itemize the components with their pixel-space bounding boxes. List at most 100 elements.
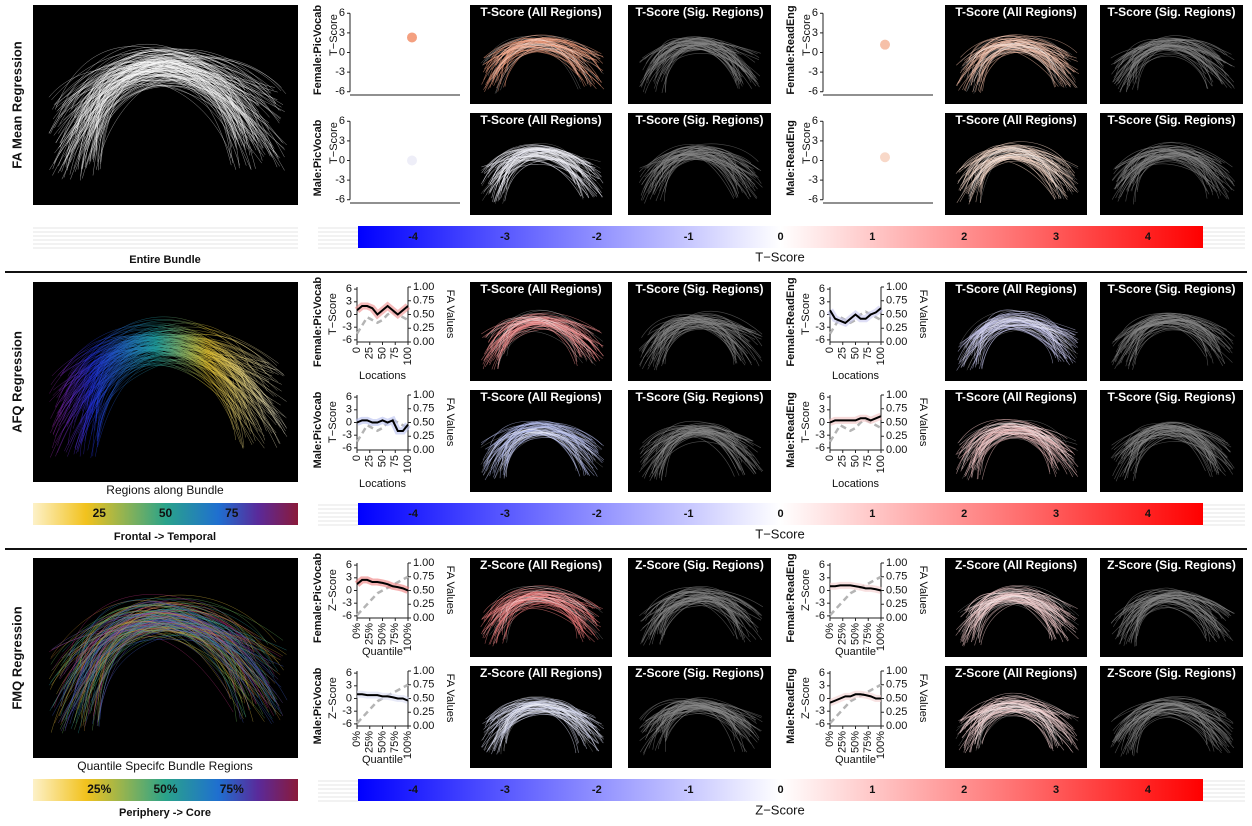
x-tick-label: 50% [376,731,388,753]
x-tick-label: 50% [376,623,388,645]
x-tick-label: 50% [849,623,861,645]
y-tick-label: -6 [342,334,352,346]
y2-axis-label: FA Values [444,290,456,339]
x-axis-label: Locations [359,370,407,382]
x-tick-label: 0% [824,731,836,747]
y2-tick-label: 0.50 [886,692,907,704]
x-axis-label: Locations [359,478,407,490]
y2-axis-label: FA Values [917,674,929,723]
colorbar-label: T−Score [755,249,805,264]
y-tick-label: 0 [346,584,352,596]
y2-tick-label: 0.75 [413,571,434,583]
y-tick-label: 6 [339,7,345,19]
panel-title: T-Score (Sig. Regions) [635,5,763,19]
plot-label: Male:ReadEng [785,120,797,196]
y-tick-label: -6 [815,334,825,346]
bundle-scale-label: 50% [153,782,177,796]
x-axis-label: Locations [832,478,880,490]
y2-tick-label: 0.25 [886,706,907,718]
y-axis-label: T−Score [800,293,812,335]
y2-tick-label: 0.00 [886,444,907,456]
x-tick-label: 50 [849,347,861,359]
x-tick-label: 100 [875,347,887,365]
x-tick-label: 25% [364,623,376,645]
y-tick-label: 6 [346,559,352,571]
x-tick-label: 0 [824,347,836,353]
bundle-caption: Regions along Bundle [106,483,224,497]
panel-title: T-Score (All Regions) [480,113,601,127]
dot [407,32,417,42]
bundle-scale-label: 25% [87,782,111,796]
colorbar-tick-label: 2 [961,508,967,520]
brain-panel [945,282,1087,381]
y2-axis-label: FA Values [444,674,456,723]
bundle-scale-label: 75% [220,782,244,796]
panel-title: T-Score (Sig. Regions) [1107,282,1235,296]
x-axis-label: Quantile [835,754,876,766]
y-tick-label: -3 [335,174,345,186]
x-axis-label: Quantile [362,754,403,766]
y2-tick-label: 0.50 [413,584,434,596]
y2-tick-label: 0.25 [886,598,907,610]
y2-tick-label: 1.00 [886,281,907,293]
colorbar-tick-label: 1 [869,784,875,796]
panel-title: T-Score (All Regions) [480,390,601,404]
panel-title: T-Score (All Regions) [955,390,1076,404]
bundle-image [33,282,298,482]
row-title: AFQ Regression [9,331,24,433]
y2-tick-label: 0.25 [413,598,434,610]
y2-tick-label: 0.25 [413,430,434,442]
y-axis-label: Z−Score [327,677,339,719]
plot-label: Male:PicVocab [312,119,324,196]
y2-tick-label: 1.00 [413,665,434,677]
y-tick-label: 3 [339,27,345,39]
dot [407,156,417,166]
y-tick-label: 3 [819,296,825,308]
y-tick-label: -6 [815,610,825,622]
y-axis-label: T−Score [327,401,339,443]
x-tick-label: 100% [875,623,887,651]
y-tick-label: -3 [335,66,345,78]
y2-tick-label: 0.50 [886,584,907,596]
y-tick-label: 3 [819,404,825,416]
y2-tick-label: 0.50 [886,308,907,320]
y-tick-label: 6 [819,667,825,679]
colorbar-tick-label: 3 [1053,231,1059,243]
y-tick-label: 0 [819,692,825,704]
panel-title: T-Score (All Regions) [955,5,1076,19]
colorbar-tick-label: -2 [592,784,602,796]
x-tick-label: 75 [862,455,874,467]
colorbar-tick-label: 0 [777,784,783,796]
colorbar-tick-label: -4 [408,508,419,520]
y2-tick-label: 0.00 [413,336,434,348]
y2-tick-label: 0.25 [886,322,907,334]
y-tick-label: 6 [346,667,352,679]
x-tick-label: 100% [875,731,887,759]
x-tick-label: 25 [364,455,376,467]
y-tick-label: 0 [346,692,352,704]
colorbar-label: T−Score [755,526,805,541]
x-tick-label: 25% [364,731,376,753]
y-tick-label: 3 [819,572,825,584]
row-title: FA Mean Regression [9,41,24,168]
plot-label: Male:ReadEng [785,392,797,468]
plot-label: Female:PicVocab [312,277,324,368]
y-tick-label: 6 [339,115,345,127]
y2-tick-label: 0.75 [413,295,434,307]
x-tick-label: 25% [837,731,849,753]
y-axis-label: Z−Score [327,569,339,611]
x-tick-label: 50 [376,455,388,467]
plot-label: Female:ReadEng [785,277,797,366]
x-tick-label: 25 [837,455,849,467]
y-tick-label: 6 [819,559,825,571]
plot-label: Male:ReadEng [785,668,797,744]
colorbar-tick-label: -3 [500,508,510,520]
panel-title: T-Score (All Regions) [480,5,601,19]
panel-title: Z-Score (Sig. Regions) [1107,558,1236,572]
x-tick-label: 100% [402,731,414,759]
x-tick-label: 100% [402,623,414,651]
y2-tick-label: 1.00 [413,281,434,293]
y2-tick-label: 0.75 [413,403,434,415]
y2-tick-label: 1.00 [886,557,907,569]
x-tick-label: 75% [862,623,874,645]
